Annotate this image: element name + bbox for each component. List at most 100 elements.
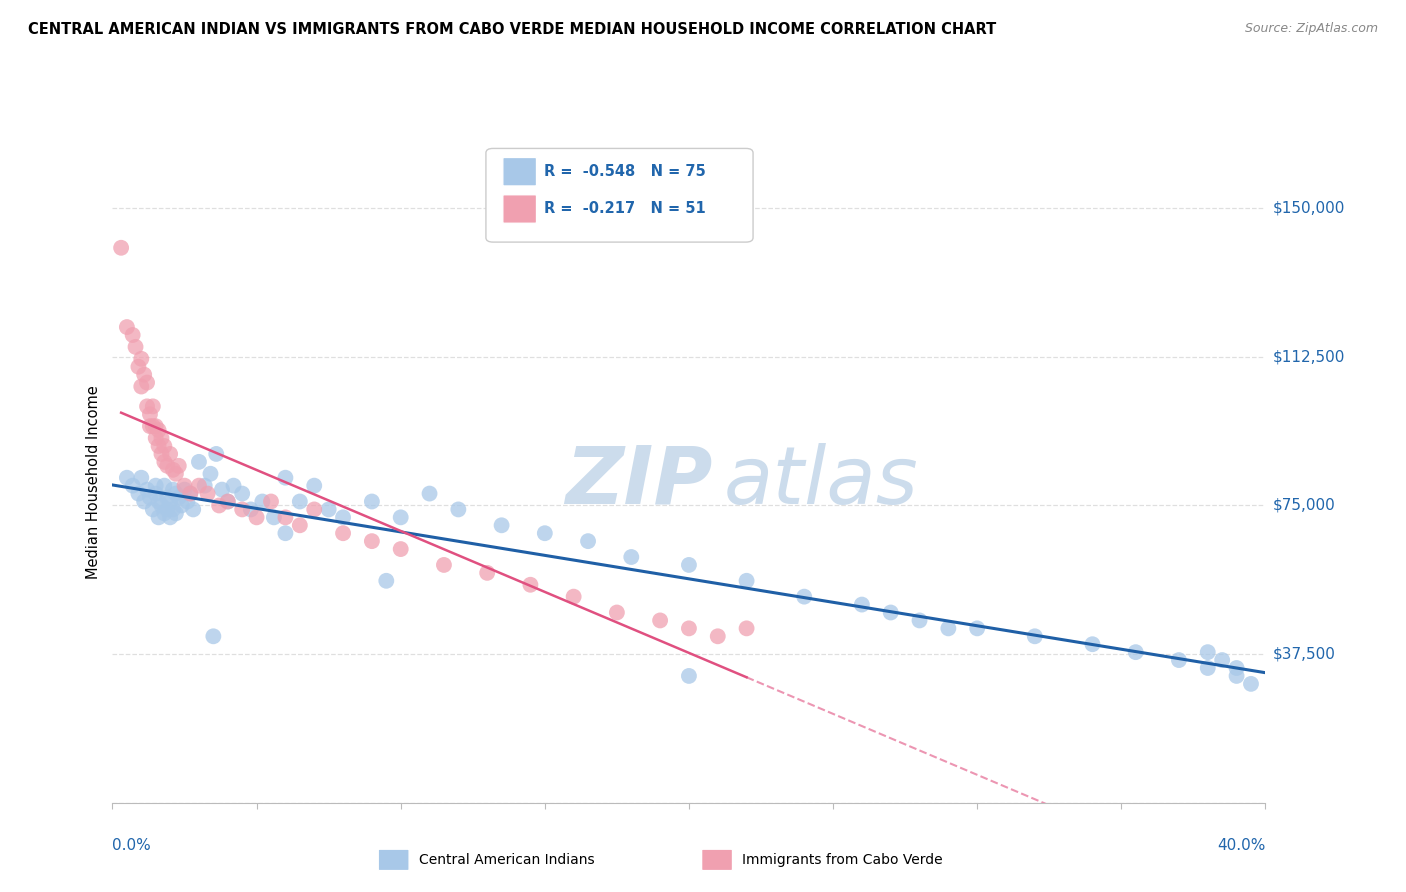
Point bbox=[332, 526, 354, 541]
Point bbox=[419, 486, 441, 500]
Point bbox=[139, 419, 162, 434]
Point bbox=[153, 439, 176, 453]
Point bbox=[142, 502, 165, 516]
Point bbox=[156, 502, 179, 516]
Point bbox=[188, 455, 211, 469]
Point bbox=[706, 629, 728, 643]
Point bbox=[134, 368, 156, 382]
Point bbox=[304, 502, 326, 516]
Text: Immigrants from Cabo Verde: Immigrants from Cabo Verde bbox=[742, 853, 943, 867]
Point bbox=[148, 510, 170, 524]
Point bbox=[165, 467, 187, 481]
Text: $112,500: $112,500 bbox=[1272, 350, 1344, 364]
Point bbox=[447, 502, 470, 516]
Point bbox=[145, 478, 167, 492]
Point bbox=[110, 241, 132, 255]
Point bbox=[150, 431, 173, 445]
Point bbox=[1240, 677, 1263, 691]
Point bbox=[389, 542, 412, 557]
Point bbox=[162, 502, 184, 516]
Point bbox=[173, 483, 195, 497]
Point bbox=[165, 486, 187, 500]
Text: 0.0%: 0.0% bbox=[112, 838, 152, 854]
Point bbox=[136, 483, 159, 497]
Point bbox=[136, 376, 159, 390]
Text: $75,000: $75,000 bbox=[1272, 498, 1336, 513]
Point bbox=[648, 614, 672, 628]
Point bbox=[332, 510, 354, 524]
Point bbox=[211, 483, 233, 497]
Text: Central American Indians: Central American Indians bbox=[419, 853, 595, 867]
Point bbox=[217, 494, 239, 508]
Point bbox=[159, 494, 181, 508]
Point bbox=[142, 400, 165, 414]
Point bbox=[1197, 645, 1219, 659]
Point bbox=[239, 502, 262, 516]
Point bbox=[173, 478, 195, 492]
Text: Source: ZipAtlas.com: Source: ZipAtlas.com bbox=[1244, 22, 1378, 36]
Point bbox=[167, 491, 190, 505]
Point bbox=[678, 621, 700, 635]
Point bbox=[127, 486, 149, 500]
Text: CENTRAL AMERICAN INDIAN VS IMMIGRANTS FROM CABO VERDE MEDIAN HOUSEHOLD INCOME CO: CENTRAL AMERICAN INDIAN VS IMMIGRANTS FR… bbox=[28, 22, 997, 37]
Point bbox=[533, 526, 555, 541]
Point bbox=[145, 431, 167, 445]
Point bbox=[1211, 653, 1233, 667]
Point bbox=[274, 526, 297, 541]
Point bbox=[1197, 661, 1219, 675]
Point bbox=[360, 494, 382, 508]
Point bbox=[145, 419, 167, 434]
Text: $37,500: $37,500 bbox=[1272, 647, 1336, 662]
Point bbox=[375, 574, 398, 588]
Point bbox=[231, 502, 253, 516]
Point bbox=[156, 491, 179, 505]
Point bbox=[274, 510, 297, 524]
Point bbox=[194, 478, 217, 492]
Point bbox=[145, 486, 167, 500]
Point bbox=[1081, 637, 1104, 651]
Point bbox=[115, 320, 138, 334]
Point bbox=[129, 379, 153, 393]
Point bbox=[136, 400, 159, 414]
Point bbox=[217, 494, 239, 508]
Point bbox=[197, 486, 219, 500]
Point bbox=[966, 621, 988, 635]
Point bbox=[162, 483, 184, 497]
Point bbox=[491, 518, 513, 533]
Point bbox=[150, 447, 173, 461]
Point bbox=[153, 507, 176, 521]
Point bbox=[115, 471, 138, 485]
Point bbox=[159, 510, 181, 524]
Point bbox=[179, 486, 201, 500]
Point bbox=[620, 549, 643, 564]
Point bbox=[159, 447, 181, 461]
Point bbox=[433, 558, 456, 572]
Point bbox=[124, 340, 146, 354]
Point bbox=[576, 534, 599, 549]
Point bbox=[170, 499, 193, 513]
Point bbox=[562, 590, 585, 604]
Point bbox=[179, 486, 201, 500]
Point bbox=[304, 478, 326, 492]
Text: atlas: atlas bbox=[724, 442, 918, 521]
Point bbox=[188, 478, 211, 492]
Text: R =  -0.217   N = 51: R = -0.217 N = 51 bbox=[544, 202, 706, 217]
Point bbox=[735, 621, 758, 635]
Point bbox=[153, 478, 176, 492]
Point bbox=[121, 328, 143, 343]
Point bbox=[142, 419, 165, 434]
Point bbox=[475, 566, 498, 580]
Point bbox=[851, 598, 873, 612]
Point bbox=[1167, 653, 1189, 667]
Point bbox=[735, 574, 758, 588]
Point bbox=[260, 494, 283, 508]
Point bbox=[121, 478, 143, 492]
Point bbox=[231, 486, 253, 500]
Point bbox=[252, 494, 274, 508]
Point bbox=[176, 494, 198, 508]
Point bbox=[205, 447, 228, 461]
Point bbox=[318, 502, 340, 516]
Point bbox=[208, 499, 231, 513]
Point bbox=[148, 423, 170, 437]
Point bbox=[245, 510, 267, 524]
